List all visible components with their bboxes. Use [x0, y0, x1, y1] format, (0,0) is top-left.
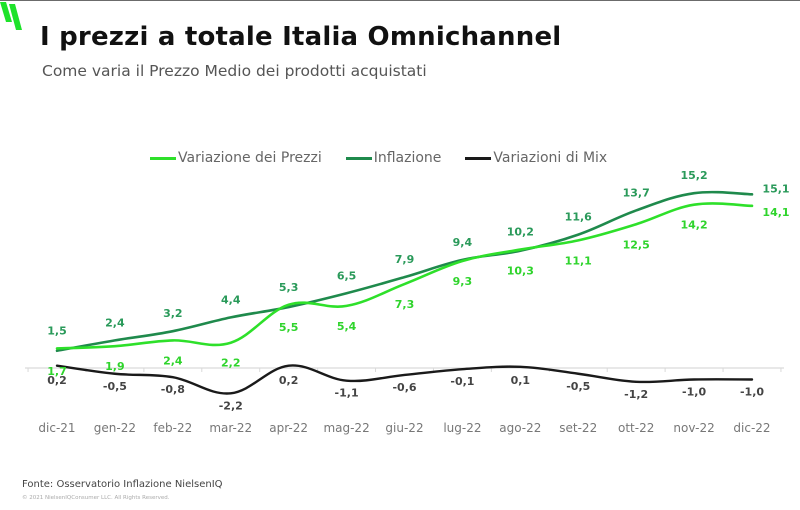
- data-label-prices: 9,3: [453, 275, 473, 288]
- data-label-inflation: 9,4: [453, 236, 473, 249]
- data-label-mix: -1,0: [682, 386, 706, 399]
- data-label-mix: -0,5: [103, 380, 127, 393]
- data-label-prices: 10,3: [507, 265, 534, 278]
- data-label-inflation: 11,6: [565, 211, 592, 224]
- data-label-prices: 14,2: [681, 219, 708, 232]
- data-label-mix: -0,6: [392, 381, 416, 394]
- x-tick-label: mag-22: [323, 421, 369, 435]
- x-tick-label: apr-22: [269, 421, 308, 435]
- x-tick-label: ago-22: [499, 421, 541, 435]
- data-label-prices: 14,1: [762, 206, 789, 219]
- legend-label-inflation: Inflazione: [373, 150, 442, 166]
- data-label-inflation: 7,9: [395, 253, 415, 266]
- x-tick-label: mar-22: [209, 421, 252, 435]
- data-label-prices: 1,9: [105, 360, 125, 373]
- data-label-mix: -1,0: [740, 386, 764, 399]
- legend-label-prices: Variazione dei Prezzi: [178, 150, 322, 166]
- data-label-inflation: 5,3: [279, 281, 299, 294]
- page-subtitle: Come varia il Prezzo Medio dei prodotti …: [42, 62, 427, 80]
- data-label-mix: -2,2: [219, 399, 243, 412]
- data-label-prices: 2,4: [163, 354, 183, 367]
- data-label-mix: -0,1: [450, 375, 474, 388]
- x-tick-label: lug-22: [443, 421, 481, 435]
- legend-swatch-prices: [150, 156, 176, 160]
- data-label-mix: -1,1: [335, 387, 359, 400]
- data-label-prices: 2,2: [221, 357, 241, 370]
- series-line-mix: [55, 364, 754, 395]
- copyright-note: © 2021 NielsenIQConsumer LLC. All Rights…: [22, 495, 170, 501]
- data-label-inflation: 3,2: [163, 307, 183, 320]
- x-tick-label: dic-22: [733, 421, 770, 435]
- data-label-inflation: 6,5: [337, 269, 357, 282]
- data-label-inflation: 15,2: [681, 169, 708, 182]
- data-label-mix: 0,2: [47, 374, 67, 387]
- data-label-mix: 0,2: [279, 374, 299, 387]
- data-label-prices: 1,7: [47, 365, 67, 378]
- data-label-inflation: 15,1: [762, 182, 789, 195]
- page-title: I prezzi a totale Italia Omnichannel: [40, 22, 562, 52]
- data-label-prices: 5,4: [337, 320, 357, 333]
- legend-label-mix: Variazioni di Mix: [493, 150, 608, 166]
- data-label-mix: -0,5: [566, 380, 590, 393]
- x-tick-label: nov-22: [673, 421, 714, 435]
- data-label-prices: 12,5: [623, 238, 650, 251]
- legend-item-inflation: Inflazione: [345, 150, 442, 166]
- x-tick-label: ott-22: [618, 421, 654, 435]
- data-label-prices: 11,1: [565, 254, 592, 267]
- data-label-prices: 5,5: [279, 321, 299, 334]
- source-note: Fonte: Osservatorio Inflazione NielsenIQ: [22, 479, 223, 490]
- data-label-prices: 7,3: [395, 298, 415, 311]
- data-label-inflation: 13,7: [623, 186, 650, 199]
- legend-swatch-mix: [465, 156, 492, 160]
- x-tick-label: dic-21: [38, 421, 75, 435]
- data-label-inflation: 2,4: [105, 316, 125, 329]
- legend-item-prices: Variazione dei Prezzi: [150, 150, 322, 166]
- x-tick-label: gen-22: [94, 421, 136, 435]
- data-label-inflation: 10,2: [507, 226, 534, 239]
- chart-legend: Variazione dei Prezzi Inflazione Variazi…: [150, 150, 607, 166]
- legend-item-mix: Variazioni di Mix: [465, 150, 607, 166]
- series-line-inflation: [55, 190, 754, 353]
- x-tick-label: giu-22: [385, 421, 423, 435]
- top-border: [0, 0, 800, 1]
- legend-swatch-inflation: [345, 156, 372, 160]
- data-label-mix: -1,2: [624, 388, 648, 401]
- data-label-mix: 0,1: [511, 374, 531, 387]
- x-tick-label: set-22: [559, 421, 597, 435]
- data-label-inflation: 4,4: [221, 293, 241, 306]
- data-label-mix: -0,8: [161, 383, 185, 396]
- nielseniq-logo-icon: [0, 2, 22, 30]
- x-tick-label: feb-22: [153, 421, 192, 435]
- data-label-inflation: 1,5: [47, 324, 67, 337]
- series-line-prices: [55, 202, 754, 350]
